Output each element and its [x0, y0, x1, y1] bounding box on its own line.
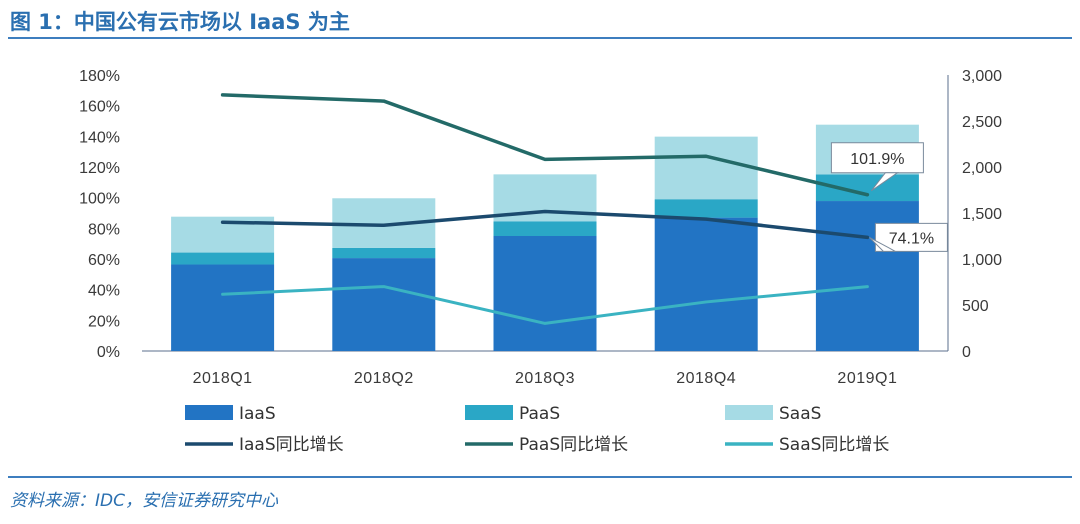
legend-label-paas-growth: PaaS同比增长 — [519, 435, 628, 455]
right-tick-label: 500 — [962, 298, 989, 315]
legend-label-iaas: IaaS — [239, 404, 276, 424]
legend-swatch-saas — [725, 405, 773, 420]
bar-iaas-2018q4 — [654, 217, 758, 351]
left-tick-label: 0% — [97, 344, 120, 361]
line-saas-growth — [221, 285, 869, 325]
left-tick-label: 60% — [88, 252, 120, 269]
legend-label-saas: SaaS — [779, 404, 821, 424]
bar-paas-2018q4 — [654, 199, 758, 218]
right-tick-label: 3,000 — [962, 68, 1002, 85]
left-tick-label: 140% — [79, 129, 120, 146]
bar-saas-2018q4 — [654, 136, 758, 200]
bar-paas-2018q2 — [332, 247, 436, 259]
legend-label-paas: PaaS — [519, 404, 560, 424]
bar-paas-2018q3 — [493, 221, 597, 236]
callout-paas-growth: 101.9% — [830, 142, 924, 192]
left-tick-label: 80% — [88, 221, 120, 238]
footer-divider — [8, 476, 1072, 478]
right-tick-label: 1,000 — [962, 252, 1002, 269]
figure-title: 图 1：中国公有云市场以 IaaS 为主 — [10, 10, 350, 34]
callout-iaas-growth-text: 74.1% — [889, 230, 934, 247]
bar-iaas-2018q3 — [493, 236, 597, 351]
left-tick-label: 120% — [79, 160, 120, 177]
line-paas-growth — [220, 93, 870, 197]
left-tick-label: 20% — [88, 313, 120, 330]
callout-paas-growth-text: 101.9% — [850, 151, 904, 168]
callout-paas-growth-pointer — [871, 172, 900, 192]
right-tick-label: 2,500 — [962, 114, 1002, 131]
left-tick-label: 160% — [79, 99, 120, 116]
bar-iaas-2018q1 — [171, 264, 275, 351]
bar-paas-2018q1 — [171, 252, 275, 265]
category-label-2019q1: 2019Q1 — [837, 370, 897, 387]
category-label-2018q3: 2018Q3 — [515, 370, 575, 387]
left-tick-label: 100% — [79, 191, 120, 208]
bar-iaas-2018q2 — [332, 258, 436, 351]
category-label-2018q1: 2018Q1 — [193, 370, 253, 387]
right-tick-label: 2,000 — [962, 160, 1002, 177]
legend-label-iaas-growth: IaaS同比增长 — [239, 435, 344, 455]
category-label-2018q2: 2018Q2 — [354, 370, 414, 387]
callout-iaas-growth-pointer — [869, 236, 896, 252]
source-note: 资料来源：IDC，安信证券研究中心 — [10, 491, 278, 511]
title-divider — [8, 37, 1072, 39]
callout-paas-growth-box — [830, 142, 924, 174]
legend-swatch-iaas — [185, 405, 233, 420]
left-tick-label: 180% — [79, 68, 120, 85]
line-iaas-growth — [220, 209, 870, 240]
legend-swatch-paas — [465, 405, 513, 420]
legend-label-saas-growth: SaaS同比增长 — [779, 435, 889, 455]
category-label-2018q4: 2018Q4 — [676, 370, 736, 387]
callout-iaas-growth: 74.1% — [869, 222, 948, 252]
right-tick-label: 1,500 — [962, 206, 1002, 223]
left-tick-label: 40% — [88, 283, 120, 300]
right-tick-label: 0 — [962, 344, 971, 361]
